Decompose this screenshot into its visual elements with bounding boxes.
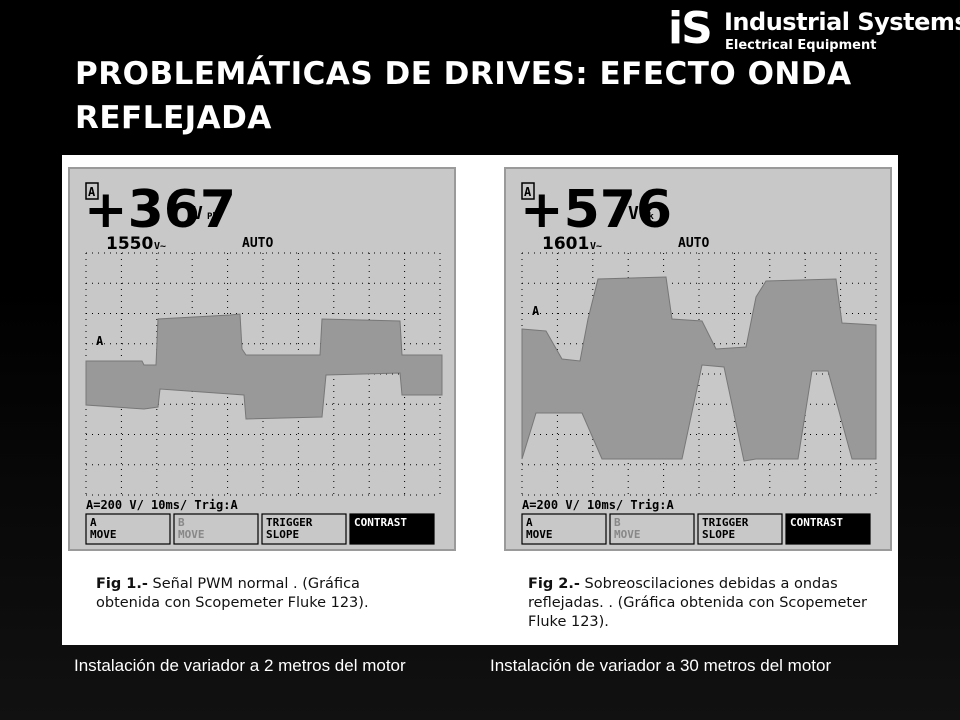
scope-status-line: A=200 V/ 10ms/ Trig:A [86, 498, 238, 512]
secondary-unit: V~ [154, 241, 166, 252]
softkey-label: MOVE [90, 528, 117, 541]
figure-panel: A +367 V Pk 1550 V~ AUTO A A=200 V/ 10ms/ Trig:A… [62, 155, 898, 645]
trace-marker: A [96, 334, 104, 348]
softkey-label: CONTRAST [790, 516, 843, 529]
secondary-reading: 1550 [106, 234, 153, 254]
softkey-3 [349, 513, 435, 545]
softkey-2 [697, 513, 783, 545]
softkey-0 [85, 513, 171, 545]
channel-label: A [524, 185, 532, 199]
channel-box [85, 182, 99, 200]
figure-caption-1: Fig 1.- Señal PWM normal . (Gráfica obte… [96, 575, 426, 613]
reading-unit-sub: Pk [207, 212, 218, 222]
softkey-label: TRIGGER [702, 516, 749, 529]
scope-screen-fig2: A +576 V Pk 1601 V~ AUTO A A=200 V/ 10ms/ Trig:A… [504, 167, 892, 551]
softkey-label: B [178, 516, 185, 529]
reading-unit: V [192, 203, 203, 224]
mode-label: AUTO [678, 236, 709, 251]
footer-caption-right: Instalación de variador a 30 metros del … [490, 656, 832, 675]
softkey-label: A [90, 516, 97, 529]
softkey-label: SLOPE [266, 528, 299, 541]
mode-label: AUTO [242, 236, 273, 251]
figure-caption-2: Fig 2.- Sobreoscilaciones debidas a onda… [528, 575, 878, 632]
softkey-1 [173, 513, 259, 545]
waveform-trace [85, 313, 443, 420]
logo-subtitle: Electrical Equipment [725, 38, 877, 53]
company-logo: iS Industrial Systems Electrical Equipme… [668, 6, 960, 56]
trace-marker: A [532, 304, 540, 318]
softkey-label: MOVE [178, 528, 205, 541]
channel-label: A [88, 185, 96, 199]
main-reading: +576 [520, 180, 672, 240]
logo-name: Industrial Systems [724, 8, 960, 36]
softkey-label: MOVE [526, 528, 553, 541]
softkey-label: B [614, 516, 621, 529]
main-reading: +367 [84, 180, 236, 240]
reading-unit-sub: Pk [643, 212, 654, 222]
channel-box [521, 182, 535, 200]
softkey-1 [609, 513, 695, 545]
footer-caption-left: Instalación de variador a 2 metros del m… [74, 656, 406, 675]
secondary-reading: 1601 [542, 234, 589, 254]
softkey-label: MOVE [614, 528, 641, 541]
logo-mark: iS [668, 3, 713, 54]
softkey-label: SLOPE [702, 528, 735, 541]
softkey-label: TRIGGER [266, 516, 313, 529]
caption-text: Señal PWM normal . (Gráfica obtenida con… [96, 576, 369, 611]
softkey-2 [261, 513, 347, 545]
softkey-label: A [526, 516, 533, 529]
caption-text: Sobreoscilaciones debidas a ondas reflej… [528, 576, 867, 630]
softkey-label: CONTRAST [354, 516, 407, 529]
scope-status-line: A=200 V/ 10ms/ Trig:A [522, 498, 674, 512]
waveform-trace [521, 276, 877, 462]
slide-title: Problemáticas de drives: efecto onda ref… [75, 56, 852, 136]
softkey-0 [521, 513, 607, 545]
scope-screen-fig1: A +367 V Pk 1550 V~ AUTO A A=200 V/ 10ms/ Trig:A… [68, 167, 456, 551]
secondary-unit: V~ [590, 241, 602, 252]
caption-label: Fig 2.- [528, 576, 580, 592]
caption-label: Fig 1.- [96, 576, 148, 592]
reading-unit: V [628, 203, 639, 224]
softkey-3 [785, 513, 871, 545]
